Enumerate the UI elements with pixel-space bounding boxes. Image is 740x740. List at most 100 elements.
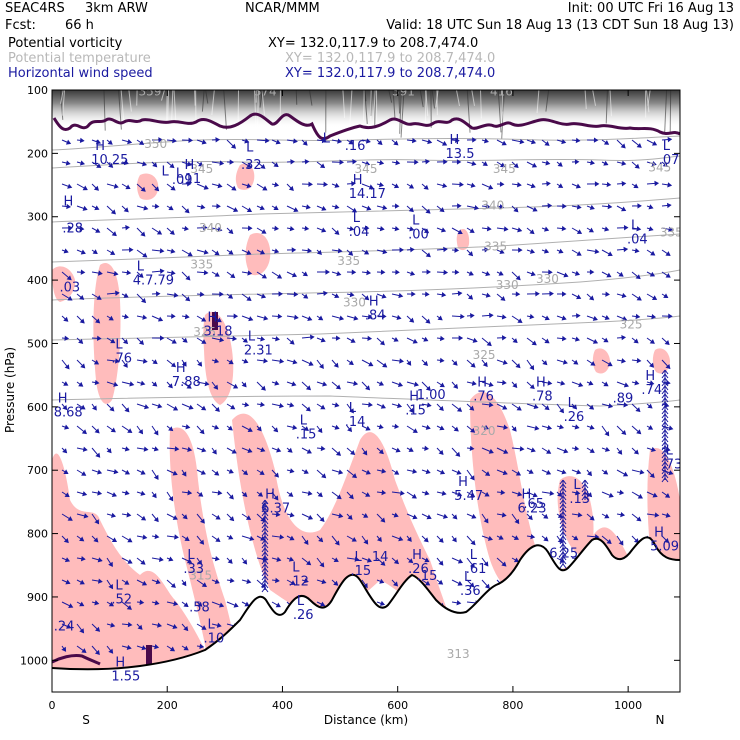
- wind-vector-head: [650, 250, 656, 256]
- wind-vector-head: [382, 204, 388, 211]
- pv-extremum-marker: L: [412, 213, 420, 228]
- pv-extremum-marker: L: [246, 140, 254, 155]
- theta-contour-label: 345: [493, 162, 516, 176]
- wind-vector-head: [261, 273, 267, 279]
- pv-extremum-marker: H: [58, 391, 68, 406]
- wind-vector-head: [127, 621, 133, 628]
- pv-extremum-value: .58: [189, 601, 210, 616]
- wind-vector-head: [379, 160, 385, 166]
- wind-vector-head: [517, 227, 523, 233]
- wind-vector-head: [303, 293, 309, 299]
- wind-vector-head: [350, 338, 356, 343]
- stratosphere-streak: [400, 90, 405, 138]
- wind-vector-head: [262, 185, 268, 191]
- wind-vector-head: [140, 559, 146, 565]
- wind-vector-head: [423, 537, 429, 543]
- wind-vector-head: [427, 138, 433, 145]
- wind-vector-head: [110, 622, 116, 628]
- pv-extremum-marker: L: [292, 561, 300, 576]
- wind-vector-head: [171, 313, 176, 319]
- pv-extremum-marker: L: [470, 548, 478, 563]
- wind-vector-head: [95, 139, 102, 145]
- wind-vector-head: [174, 446, 180, 452]
- wind-vector-head: [409, 317, 415, 323]
- theta-contour-label: 374: [254, 84, 277, 98]
- theta-contour-345: [52, 155, 680, 169]
- pv-extremum-marker: L: [631, 218, 639, 233]
- wind-vector-head: [144, 404, 150, 410]
- wind-vector-head: [471, 513, 477, 519]
- wind-vector-head: [79, 601, 85, 607]
- y-tick-label: 800: [27, 528, 48, 541]
- wind-vector-head: [229, 516, 235, 522]
- wind-vector-head: [201, 316, 207, 322]
- wind-vector-head: [168, 205, 174, 211]
- wind-vector-head: [633, 538, 639, 544]
- pv-blob-upper-1: [137, 173, 159, 200]
- wind-vector-head: [412, 428, 418, 433]
- wind-vector-head: [621, 206, 627, 212]
- wind-vector-head: [261, 229, 267, 234]
- pv-extremum-marker: L: [176, 166, 184, 181]
- wind-vector-head: [317, 492, 323, 498]
- wind-vector-head: [382, 249, 388, 255]
- pv-extremum-value: .32: [241, 158, 262, 173]
- pv-extremum-value: 6.25: [549, 547, 578, 562]
- wind-vector-head: [231, 448, 237, 454]
- wind-vector-head: [502, 379, 507, 386]
- wind-vector-head: [228, 534, 234, 540]
- wind-vector-head: [265, 137, 270, 144]
- stratosphere-streak: [536, 90, 540, 114]
- wind-vector-head: [65, 139, 72, 145]
- wind-vector-head: [63, 316, 69, 322]
- wind-vector-head: [290, 580, 296, 585]
- wind-vector-head: [367, 335, 373, 342]
- wind-vector-head: [228, 468, 234, 474]
- wind-vector-head: [278, 291, 284, 297]
- wind-vector-head: [365, 138, 371, 144]
- stratosphere-streak: [480, 90, 482, 119]
- wind-vector-head: [227, 293, 234, 299]
- wind-vector-head: [276, 447, 282, 453]
- stratosphere-streak: [173, 90, 177, 121]
- pv-extremum-value: .76: [111, 352, 132, 367]
- wind-vector-head: [546, 424, 553, 431]
- pv-extremum-value: .09: [172, 173, 193, 188]
- wind-vector-head: [639, 469, 645, 475]
- wind-vector-head: [635, 407, 641, 413]
- pv-extremum-value: .61: [466, 562, 487, 577]
- wind-vector-head: [185, 296, 191, 302]
- wind-vector-head: [548, 269, 553, 275]
- wind-vector-head: [115, 358, 120, 364]
- wind-vector-head: [451, 537, 457, 543]
- wind-vector-head: [594, 248, 600, 255]
- wind-vector-head: [393, 336, 399, 342]
- wind-vector-head: [142, 358, 148, 364]
- wind-vector-head: [170, 362, 177, 368]
- wind-vector-head: [263, 315, 269, 321]
- wind-vector-head: [61, 646, 67, 652]
- wind-vector-head: [290, 159, 295, 165]
- wind-vector-head: [151, 493, 157, 499]
- wind-vector-head: [200, 204, 206, 210]
- pv-extremum-value: .89: [613, 391, 634, 406]
- wind-vector-head: [113, 468, 119, 475]
- pv-extremum-value: 4.7.79: [133, 274, 174, 289]
- stratosphere-streak: [435, 90, 439, 108]
- wind-vector-head: [668, 470, 674, 476]
- wind-vector-head: [201, 339, 207, 344]
- wind-vector-head: [395, 447, 401, 453]
- pv-blob-upper-4: [456, 228, 470, 251]
- wind-vector-head: [307, 247, 313, 254]
- pv-extremum-marker: L: [115, 578, 123, 593]
- wind-vector-head: [243, 358, 249, 364]
- wind-vector-head: [618, 271, 624, 277]
- wind-vector-head: [152, 381, 158, 387]
- wind-vector-head: [380, 403, 386, 409]
- wind-vector-head: [393, 183, 400, 189]
- wind-vector-head: [517, 491, 523, 497]
- wind-vector-head: [366, 269, 372, 276]
- wind-vector-head: [172, 515, 178, 520]
- wind-vector-head: [203, 269, 209, 276]
- wind-vector-head: [127, 537, 133, 543]
